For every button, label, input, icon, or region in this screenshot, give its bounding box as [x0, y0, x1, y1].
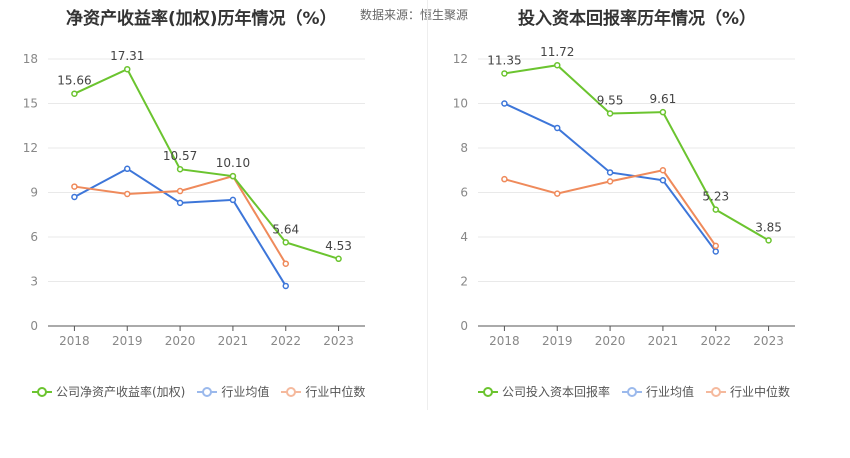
right-chart-title: 投入资本回报率历年情况（%） — [518, 9, 757, 29]
data-label: 17.31 — [110, 49, 144, 63]
roic-chart: 0 2 4 6 8 10 12 2018 2019 2020 2021 2022 2023 11.35 11… — [453, 45, 795, 348]
series-line-industry-avg — [503, 102, 717, 253]
y-tick-label: 4 — [460, 230, 468, 244]
data-point-industry-median[interactable] — [176, 187, 184, 195]
legend-item-company[interactable]: 公司净资产收益率(加权) — [32, 383, 185, 400]
data-point-company[interactable] — [335, 255, 342, 263]
data-point-company[interactable] — [71, 90, 78, 97]
legend-swatch-median-icon — [281, 386, 302, 398]
x-tick-label: 2018 — [489, 334, 520, 348]
data-label: 5.64 — [272, 222, 299, 236]
series-line-company — [73, 67, 339, 260]
x-tick-label: 2022 — [270, 334, 301, 348]
legend-label-industry-avg: 行业均值 — [646, 385, 695, 399]
data-point-industry-median[interactable] — [554, 190, 561, 197]
x-tick-label: 2019 — [542, 334, 573, 348]
data-point-industry-median[interactable] — [712, 242, 719, 250]
data-point-industry-avg[interactable] — [501, 100, 508, 107]
legend-label-company: 公司投入资本回报率 — [502, 385, 611, 399]
x-tick-label: 2023 — [323, 334, 354, 348]
data-point-industry-avg[interactable] — [712, 248, 719, 255]
data-label: 9.55 — [597, 94, 624, 108]
series-line-industry-avg — [73, 167, 287, 287]
data-point-company[interactable] — [554, 61, 561, 69]
legend-item-industry-avg[interactable]: 行业均值 — [197, 383, 269, 400]
data-point-industry-median[interactable] — [659, 167, 667, 174]
series-line-company — [504, 64, 770, 242]
y-tick-label: 12 — [23, 141, 38, 155]
legend-label-industry-avg: 行业均值 — [221, 385, 270, 399]
y-tick-label: 0 — [460, 319, 468, 333]
data-label: 11.35 — [487, 53, 521, 67]
roe-chart: 0 3 6 9 12 15 18 2018 2019 2020 2021 2022 2023 15.66 1… — [23, 49, 365, 348]
data-point-industry-median[interactable] — [282, 260, 289, 267]
data-point-industry-median[interactable] — [501, 175, 508, 183]
data-point-industry-avg[interactable] — [554, 124, 561, 132]
x-tick-label: 2021 — [218, 334, 249, 348]
legend-item-industry-median[interactable]: 行业中位数 — [706, 383, 790, 400]
x-tick-label: 2021 — [648, 334, 679, 348]
data-point-company[interactable] — [229, 172, 237, 180]
data-source-label: 数据来源：恒生聚源 — [360, 8, 469, 22]
data-point-industry-avg[interactable] — [659, 177, 667, 184]
x-tick-label: 2020 — [595, 334, 626, 348]
roe-legend: 公司净资产收益率(加权) 行业均值 行业中位数 — [32, 383, 377, 400]
data-point-company[interactable] — [124, 65, 131, 73]
data-point-industry-avg[interactable] — [229, 196, 237, 204]
legend-label-industry-median: 行业中位数 — [730, 385, 791, 399]
legend-swatch-avg-icon — [622, 386, 643, 398]
data-label: 10.57 — [163, 149, 197, 163]
data-point-industry-median[interactable] — [606, 178, 614, 185]
x-tick-label: 2023 — [753, 334, 784, 348]
legend-swatch-company-icon — [478, 386, 498, 398]
legend-item-industry-median[interactable]: 行业中位数 — [281, 383, 365, 400]
x-tick-label: 2019 — [112, 334, 143, 348]
x-tick-label: 2020 — [165, 334, 196, 348]
data-point-company[interactable] — [765, 237, 772, 244]
data-point-industry-avg[interactable] — [176, 199, 184, 207]
y-tick-label: 2 — [460, 275, 468, 289]
y-tick-label: 8 — [460, 141, 468, 155]
data-point-industry-median[interactable] — [71, 183, 78, 190]
y-tick-label: 0 — [30, 319, 38, 333]
panel-divider — [427, 0, 428, 410]
data-label: 5.23 — [702, 190, 729, 204]
data-point-industry-avg[interactable] — [606, 169, 614, 176]
y-tick-label: 6 — [460, 186, 468, 200]
legend-swatch-avg-icon — [197, 386, 218, 398]
roic-legend: 公司投入资本回报率 行业均值 行业中位数 — [478, 383, 802, 400]
data-point-company[interactable] — [282, 239, 289, 246]
y-tick-label: 15 — [23, 97, 38, 111]
data-label: 15.66 — [57, 74, 91, 88]
x-tick-label: 2022 — [700, 334, 731, 348]
legend-item-company[interactable]: 公司投入资本回报率 — [478, 383, 610, 400]
data-label: 10.10 — [216, 156, 250, 170]
y-tick-label: 18 — [23, 52, 38, 66]
y-tick-label: 6 — [30, 230, 38, 244]
data-point-industry-avg[interactable] — [282, 282, 289, 290]
data-point-industry-avg[interactable] — [71, 193, 78, 201]
data-point-company[interactable] — [501, 70, 508, 77]
left-chart-title: 净资产收益率(加权)历年情况（%） — [66, 9, 337, 29]
data-point-industry-avg[interactable] — [124, 165, 131, 173]
legend-label-industry-median: 行业中位数 — [305, 385, 366, 399]
data-label: 4.53 — [325, 239, 352, 253]
data-label: 9.61 — [650, 92, 677, 106]
data-point-company[interactable] — [659, 108, 667, 116]
x-tick-label: 2018 — [59, 334, 90, 348]
data-point-company[interactable] — [712, 206, 719, 213]
data-point-company[interactable] — [176, 165, 184, 173]
legend-swatch-median-icon — [706, 386, 727, 398]
legend-swatch-company-icon — [32, 386, 52, 398]
y-tick-label: 10 — [453, 97, 468, 111]
data-label: 11.72 — [540, 45, 574, 59]
data-point-industry-median[interactable] — [124, 190, 131, 198]
data-label: 3.85 — [755, 220, 782, 234]
legend-item-industry-avg[interactable]: 行业均值 — [622, 383, 694, 400]
y-tick-label: 9 — [30, 186, 38, 200]
y-tick-label: 3 — [30, 275, 38, 289]
y-tick-label: 12 — [453, 52, 468, 66]
data-point-company[interactable] — [606, 110, 614, 117]
legend-label-company: 公司净资产收益率(加权) — [56, 385, 186, 399]
